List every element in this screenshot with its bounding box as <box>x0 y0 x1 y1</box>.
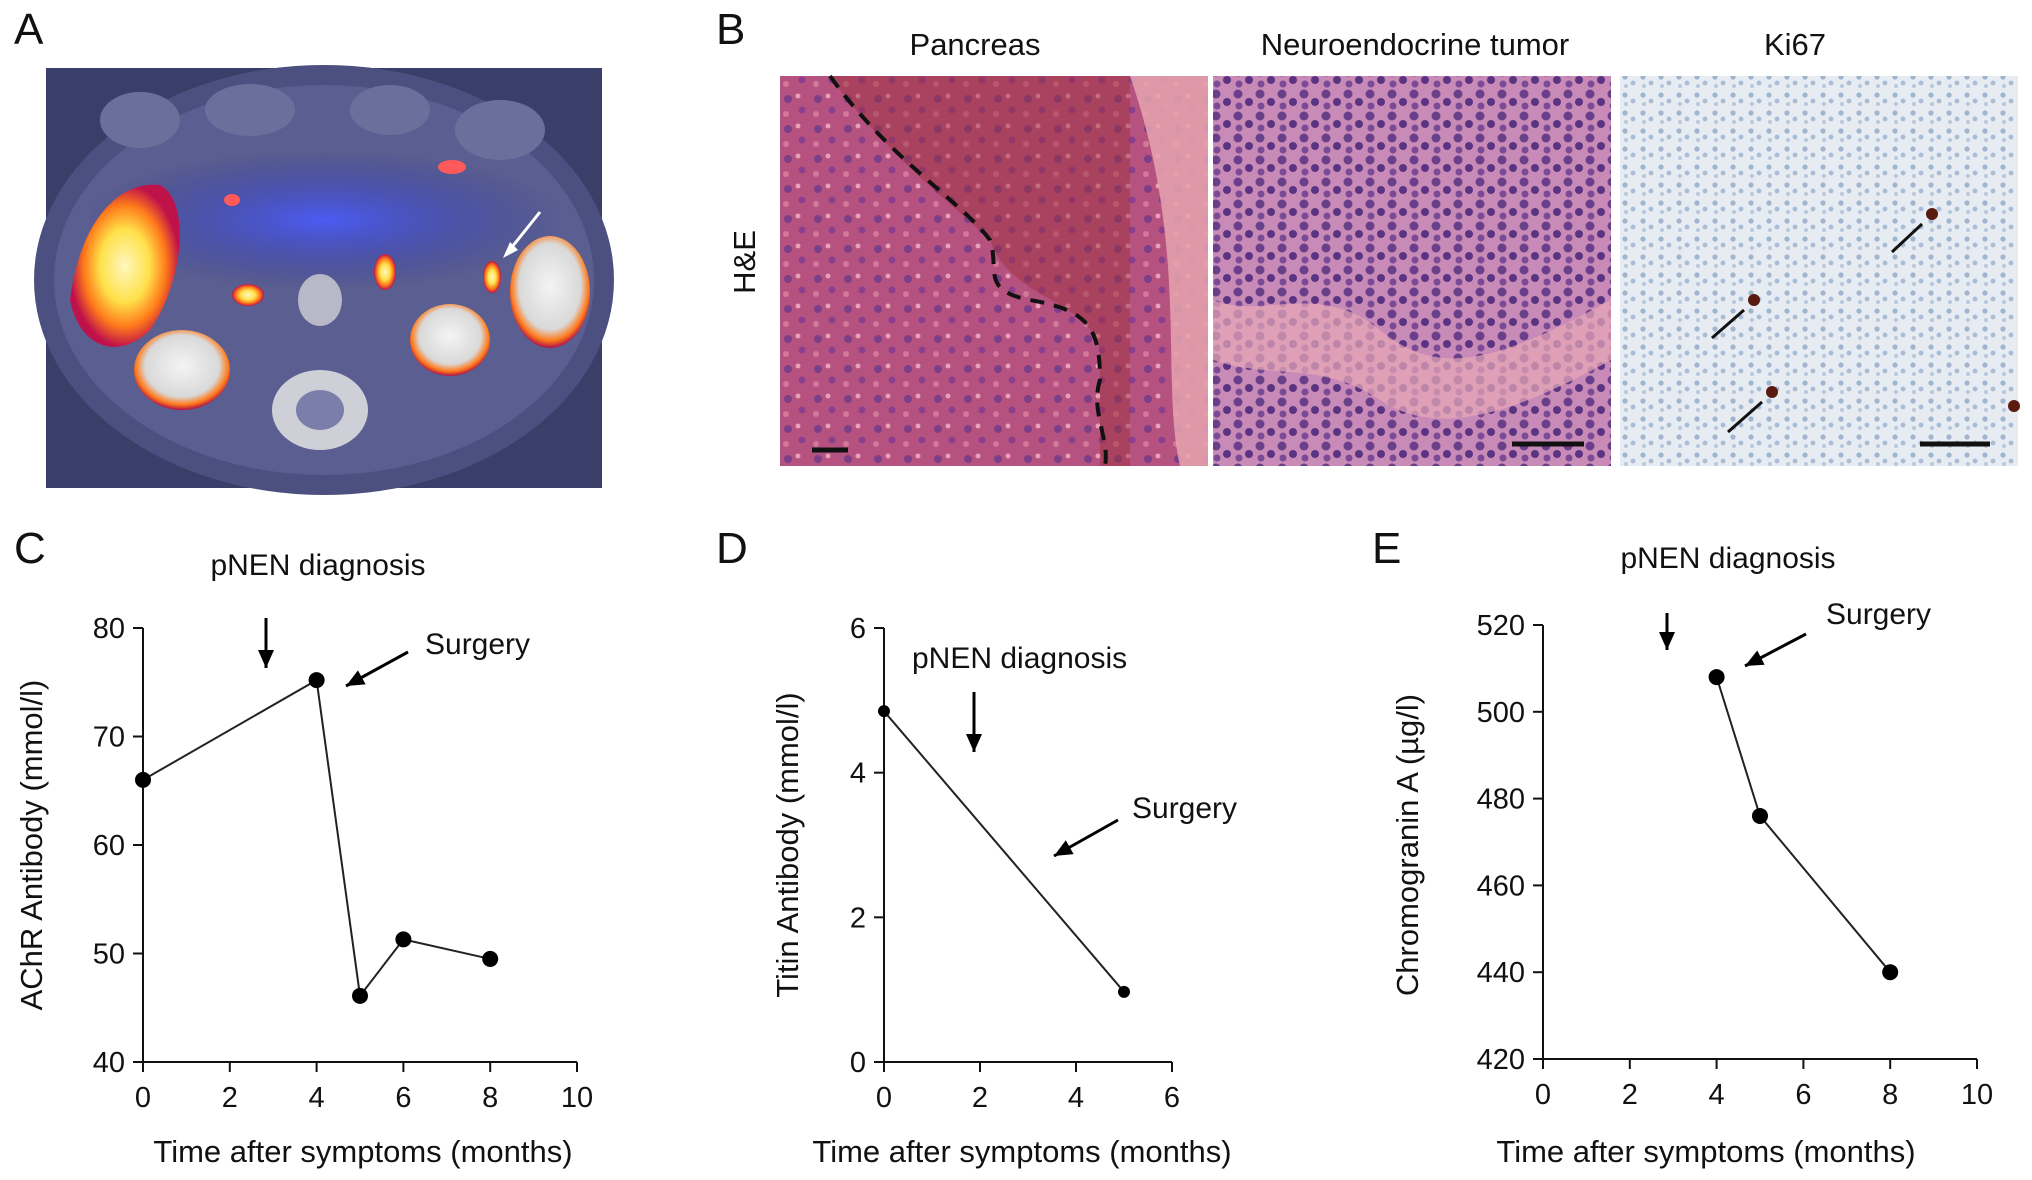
x-tick-label: 2 <box>222 1082 238 1114</box>
chart-d-xlabel: Time after symptoms (months) <box>812 1134 1231 1169</box>
histology-row-label: H&E <box>727 230 762 294</box>
x-tick-label: 4 <box>1709 1079 1725 1111</box>
chart-c-ylabel: AChR Antibody (mmol/l) <box>14 680 49 1011</box>
y-tick-label: 80 <box>93 613 125 645</box>
data-point <box>395 931 412 948</box>
y-tick-label: 50 <box>93 939 125 971</box>
x-tick-label: 10 <box>1961 1079 1993 1111</box>
chart-c-surgery-arrowhead-icon <box>346 670 366 686</box>
data-point <box>308 672 325 689</box>
y-tick-label: 0 <box>850 1047 866 1079</box>
chart-e-annotation-diagnosis: pNEN diagnosis <box>1620 542 1835 575</box>
y-tick-label: 40 <box>93 1047 125 1079</box>
chart-e-axes <box>1533 624 1978 1069</box>
chart-e-surgery-arrowhead-icon <box>1745 650 1765 666</box>
x-tick-label: 2 <box>1622 1079 1638 1111</box>
panel-label-c: C <box>14 524 46 573</box>
x-tick-label: 4 <box>1068 1082 1084 1114</box>
data-point <box>1708 669 1725 686</box>
y-tick-label: 6 <box>850 613 866 645</box>
y-tick-label: 500 <box>1477 697 1525 729</box>
chart-d-axes <box>874 627 1173 1072</box>
x-tick-label: 6 <box>1164 1082 1180 1114</box>
chart-e-ylabel: Chromogranin A (µg/l) <box>1390 694 1425 996</box>
x-tick-label: 8 <box>482 1082 498 1114</box>
x-tick-label: 0 <box>876 1082 892 1114</box>
tumor-histology-image <box>1213 76 1611 466</box>
data-point <box>1752 807 1768 824</box>
panel-label-e: E <box>1372 524 1401 573</box>
pancreas-histology-image <box>780 74 1208 467</box>
chart-d: Time after symptoms (months) Titin Antib… <box>770 613 1237 1169</box>
histology-col-pancreas: Pancreas <box>910 27 1041 62</box>
ki67-histology-image <box>1620 76 2020 466</box>
chart-c: Time after symptoms (months) AChR Antibo… <box>14 549 593 1169</box>
chart-e: Time after symptoms (months) Chromograni… <box>1390 542 1993 1169</box>
chart-d-ylabel: Titin Antibody (mmol/l) <box>770 692 805 998</box>
histology-col-ki67: Ki67 <box>1764 27 1826 62</box>
y-tick-label: 440 <box>1477 957 1525 989</box>
y-tick-label: 480 <box>1477 784 1525 816</box>
chart-c-annotation-diagnosis: pNEN diagnosis <box>210 549 425 582</box>
x-tick-label: 8 <box>1882 1079 1898 1111</box>
chart-c-xlabel: Time after symptoms (months) <box>153 1134 572 1169</box>
chart-c-diagnosis-arrowhead-icon <box>258 650 274 668</box>
data-point <box>878 705 890 718</box>
data-point <box>1882 964 1899 981</box>
x-tick-label: 0 <box>135 1082 151 1114</box>
arrowhead-icon <box>503 242 518 258</box>
chart-d-annotation-surgery: Surgery <box>1132 792 1237 825</box>
chart-d-annotation-diagnosis: pNEN diagnosis <box>912 642 1127 675</box>
y-tick-label: 460 <box>1477 870 1525 902</box>
chart-e-series-line <box>1715 676 1891 973</box>
panel-label-d: D <box>716 524 748 573</box>
x-tick-label: 6 <box>1795 1079 1811 1111</box>
chart-e-diagnosis-arrowhead-icon <box>1659 632 1675 650</box>
panel-label-b: B <box>716 5 745 54</box>
data-point <box>135 771 151 788</box>
chart-c-annotation-surgery: Surgery <box>425 628 530 661</box>
data-point <box>352 987 368 1004</box>
histology-col-tumor: Neuroendocrine tumor <box>1261 27 1569 62</box>
x-tick-label: 4 <box>309 1082 325 1114</box>
data-point <box>1118 985 1130 998</box>
pet-ct-scan-image <box>34 65 614 495</box>
x-tick-label: 6 <box>395 1082 411 1114</box>
histology-panel: Pancreas Neuroendocrine tumor Ki67 H&E <box>727 27 2020 467</box>
chart-d-diagnosis-arrowhead-icon <box>966 734 982 752</box>
y-tick-label: 60 <box>93 830 125 862</box>
y-tick-label: 4 <box>850 758 866 790</box>
y-tick-label: 520 <box>1477 610 1525 642</box>
x-tick-label: 0 <box>1535 1079 1551 1111</box>
chart-e-xlabel: Time after symptoms (months) <box>1496 1134 1915 1169</box>
panel-label-a: A <box>14 5 44 54</box>
data-point <box>482 950 499 967</box>
y-tick-label: 2 <box>850 902 866 934</box>
x-tick-label: 10 <box>561 1082 593 1114</box>
chart-d-surgery-arrowhead-icon <box>1054 840 1074 856</box>
chart-d-series-line <box>883 710 1125 993</box>
y-tick-label: 70 <box>93 722 125 754</box>
chart-c-series-line <box>142 678 491 999</box>
chart-c-axes <box>133 627 578 1072</box>
chart-e-annotation-surgery: Surgery <box>1826 598 1931 631</box>
y-tick-label: 420 <box>1477 1044 1525 1076</box>
x-tick-label: 2 <box>972 1082 988 1114</box>
